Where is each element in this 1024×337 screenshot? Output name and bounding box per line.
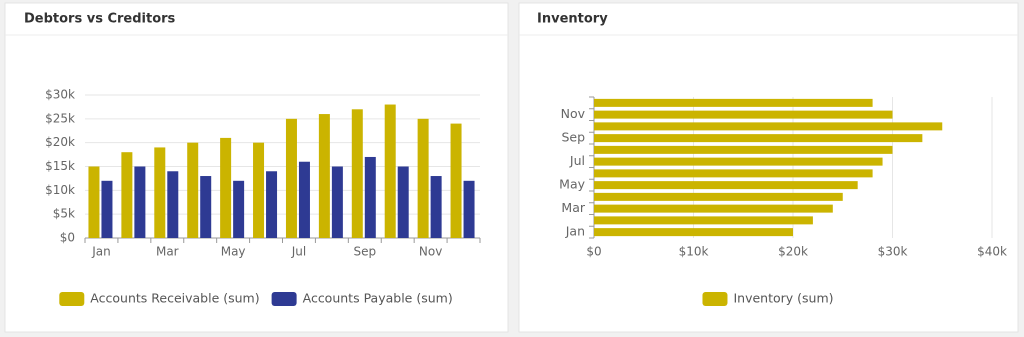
bar: [187, 142, 199, 238]
bar: [318, 114, 330, 238]
bar: [594, 204, 833, 213]
bar: [594, 216, 813, 225]
bar: [594, 228, 793, 237]
legend-label: Inventory (sum): [733, 291, 833, 306]
x-tick-label: Sep: [353, 245, 376, 259]
bar: [253, 142, 265, 238]
bar: [594, 145, 893, 154]
bar: [298, 161, 310, 238]
x-tick-label: Jul: [291, 245, 306, 259]
bar: [351, 109, 363, 238]
bar: [594, 122, 943, 131]
y-tick-label: $0: [60, 231, 75, 245]
x-tick-label: Mar: [156, 245, 179, 259]
y-tick-label: $5k: [53, 207, 75, 221]
bar: [594, 157, 883, 166]
legend-swatch: [59, 292, 85, 306]
legend-label: Accounts Payable (sum): [303, 291, 453, 306]
bar: [397, 166, 409, 238]
bar: [364, 156, 376, 238]
bar: [450, 123, 462, 238]
x-tick-label: $0: [586, 245, 601, 259]
x-tick-label: $10k: [679, 245, 709, 259]
y-tick-label: Mar: [561, 200, 585, 215]
bar: [88, 166, 100, 238]
legend: Inventory (sum): [702, 291, 834, 306]
bar: [463, 180, 475, 238]
bar: [594, 169, 873, 178]
bar: [154, 147, 166, 238]
panel-title: Debtors vs Creditors: [24, 12, 176, 27]
bar: [220, 137, 232, 238]
bar: [430, 176, 442, 238]
panel: [518, 2, 1019, 333]
bar: [200, 176, 212, 238]
x-tick-label: May: [221, 245, 246, 259]
x-tick-label: $30k: [878, 245, 908, 259]
x-tick-label: Nov: [419, 245, 442, 259]
x-tick-label: Jan: [91, 245, 111, 259]
bar: [134, 166, 146, 238]
bar: [167, 171, 179, 238]
y-tick-label: $10k: [45, 183, 75, 197]
bar: [331, 166, 343, 238]
bar: [233, 180, 245, 238]
y-tick-label: $15k: [45, 159, 75, 173]
x-tick-label: $40k: [977, 245, 1007, 259]
bar: [417, 118, 429, 238]
y-tick-label: Jul: [569, 153, 585, 168]
bar: [594, 134, 923, 143]
y-tick-label: $30k: [45, 88, 75, 102]
y-tick-label: May: [559, 177, 585, 192]
bar: [594, 181, 858, 190]
y-tick-label: $20k: [45, 135, 75, 149]
bar: [384, 104, 396, 239]
bar: [594, 98, 873, 107]
x-tick-label: $20k: [778, 245, 808, 259]
y-tick-label: $25k: [45, 111, 75, 125]
legend: Accounts Receivable (sum) Accounts Payabl…: [59, 291, 453, 306]
bar: [101, 180, 113, 238]
bar: [285, 118, 297, 238]
panel-title: Inventory: [537, 12, 608, 27]
legend-swatch: [271, 292, 297, 306]
y-tick-label: Sep: [561, 130, 585, 145]
y-tick-label: Jan: [565, 224, 585, 239]
bar: [594, 192, 843, 201]
bar: [594, 110, 893, 119]
legend-swatch: [702, 292, 728, 306]
y-tick-label: Nov: [561, 106, 586, 121]
legend-label: Accounts Receivable (sum): [90, 291, 259, 306]
bar: [266, 171, 278, 238]
bar: [121, 152, 133, 238]
